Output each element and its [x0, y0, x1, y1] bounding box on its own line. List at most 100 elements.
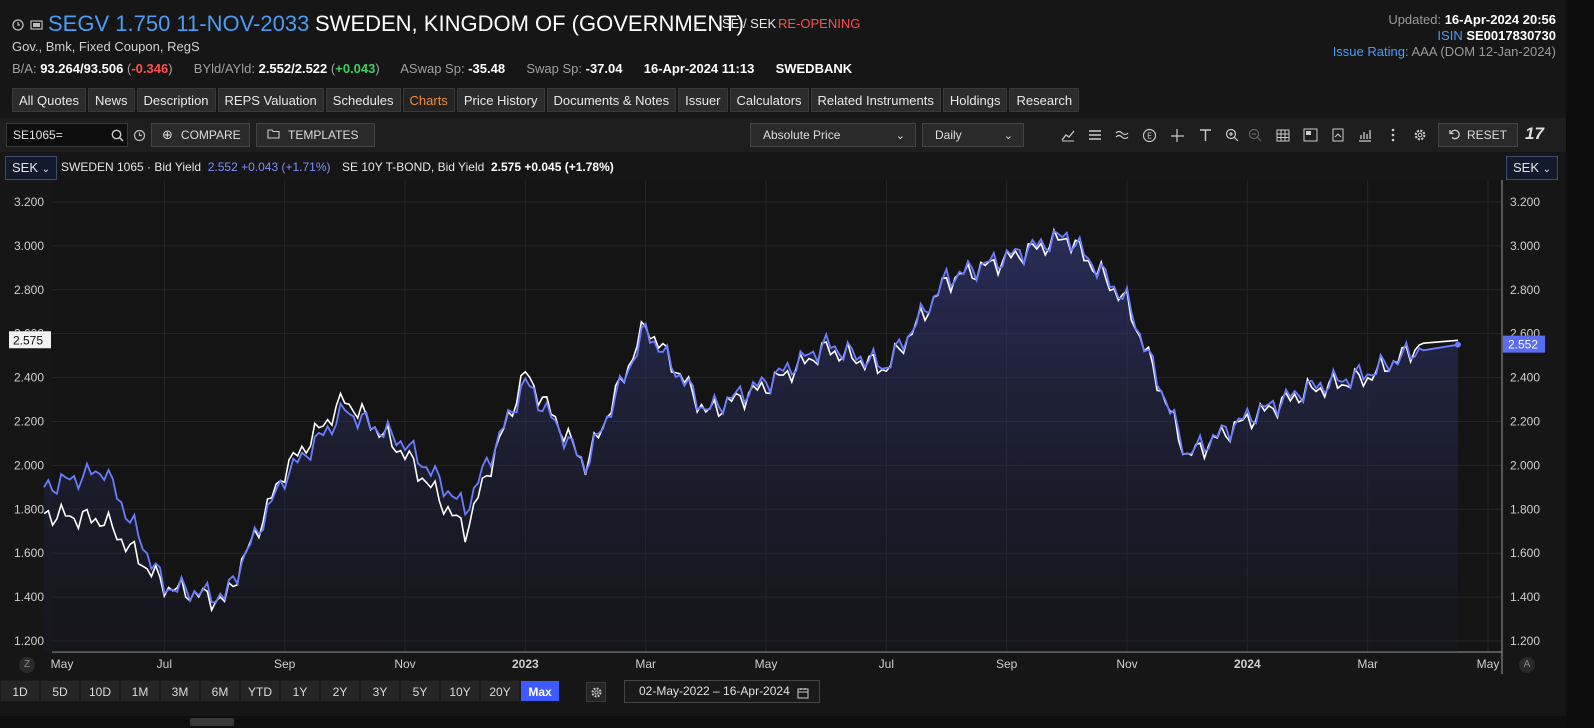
isin-label: ISIN	[1437, 28, 1463, 43]
legend-series-2[interactable]: SE 10Y T-BOND, Bid Yield 2.575 +0.045 (+…	[342, 160, 614, 174]
folder-icon	[267, 128, 280, 142]
svg-text:E: E	[1146, 131, 1151, 140]
legend-s2-change: +0.045 (+1.78%)	[524, 160, 614, 174]
tab-bar: All Quotes News Description REPS Valuation S…	[12, 88, 1080, 112]
range-6m[interactable]: 6M	[200, 680, 240, 702]
chart-type-icon[interactable]	[1059, 126, 1077, 144]
quote-source: SWEDBANK	[775, 61, 853, 76]
tab-calculators[interactable]: Calculators	[729, 88, 809, 112]
price-mode-select[interactable]: Absolute Price ⌄	[750, 123, 916, 147]
last-point-marker	[1454, 341, 1461, 348]
tab-documents-notes[interactable]: Documents & Notes	[546, 88, 677, 112]
events-icon[interactable]: E	[1140, 126, 1158, 144]
x-tick-label: Jul	[157, 657, 172, 671]
range-max[interactable]: Max	[520, 680, 560, 702]
scrollbar-thumb[interactable]	[190, 718, 234, 726]
x-tick-label: May	[51, 657, 74, 671]
range-1m[interactable]: 1M	[120, 680, 160, 702]
tab-price-history[interactable]: Price History	[456, 88, 545, 112]
tab-reps-valuation[interactable]: REPS Valuation	[217, 88, 324, 112]
legend-s1-change: +0.043 (+1.71%)	[241, 160, 331, 174]
ba-label: B/A:	[12, 61, 37, 76]
plus-circle-icon: ⊕	[162, 127, 173, 142]
waves-icon[interactable]	[1113, 126, 1131, 144]
crosshair-icon[interactable]	[1168, 126, 1186, 144]
range-2y[interactable]: 2Y	[320, 680, 360, 702]
range-settings-gear-icon[interactable]	[586, 682, 606, 702]
compare-button[interactable]: ⊕ COMPARE	[151, 123, 250, 147]
x-tick-label: Nov	[394, 657, 415, 671]
range-1d[interactable]: 1D	[0, 680, 40, 702]
more-options-icon[interactable]	[1384, 126, 1402, 144]
window-scrollbar-vertical[interactable]	[1566, 0, 1594, 728]
currency-right-select[interactable]: SEK ⌄	[1506, 156, 1559, 180]
updated-info: Updated: 16-Apr-2024 20:56	[1388, 12, 1556, 27]
y-tick-label-right: 1.200	[1510, 634, 1540, 648]
series-area-sweden-1065	[44, 231, 1458, 652]
tab-research[interactable]: Research	[1009, 88, 1080, 112]
tab-all-quotes[interactable]: All Quotes	[12, 88, 86, 112]
zoom-in-icon[interactable]	[1223, 126, 1241, 144]
legend-s1-value: 2.552	[207, 160, 238, 174]
x-tick-label: Nov	[1116, 657, 1137, 671]
window-scrollbar-horizontal[interactable]	[0, 716, 1566, 728]
tab-schedules[interactable]: Schedules	[325, 88, 401, 112]
tab-holdings[interactable]: Holdings	[942, 88, 1008, 112]
range-20y[interactable]: 20Y	[480, 680, 520, 702]
x-tick-label: May	[755, 657, 778, 671]
legend-s1-name: SWEDEN 1065 · Bid Yield	[61, 160, 202, 174]
export-data-icon[interactable]	[1356, 126, 1374, 144]
y-tick-label-left: 1.200	[14, 634, 44, 648]
range-1y[interactable]: 1Y	[280, 680, 320, 702]
tab-description[interactable]: Description	[136, 88, 216, 112]
layout-icon[interactable]	[1301, 126, 1319, 144]
gear-icon[interactable]	[1411, 126, 1429, 144]
y-tick-label-left: 2.400	[14, 371, 44, 385]
range-10y[interactable]: 10Y	[440, 680, 480, 702]
search-icon[interactable]	[109, 127, 125, 143]
range-10d[interactable]: 10D	[80, 680, 120, 702]
x-tick-label: May	[1477, 657, 1500, 671]
text-tool-icon[interactable]	[1196, 126, 1214, 144]
issuer-name[interactable]: SWEDEN, KINGDOM OF (GOVERNMENT)	[315, 11, 744, 36]
ric-input[interactable]: SE1065=	[6, 123, 128, 147]
currency-pair: SE / SEK	[722, 16, 777, 31]
currency-left-value: SEK	[12, 160, 39, 175]
currency-left-select[interactable]: SEK ⌄	[5, 156, 58, 180]
chevron-down-icon[interactable]: ⌄	[692, 21, 702, 33]
range-ytd[interactable]: YTD	[240, 680, 280, 702]
studies-icon[interactable]	[1086, 126, 1104, 144]
reset-button[interactable]: RESET	[1438, 123, 1518, 147]
series-line-sweden-1065	[43, 229, 1459, 604]
date-range-picker[interactable]: 02-May-2022 – 16-Apr-2024	[624, 680, 820, 703]
tab-issuer[interactable]: Issuer	[678, 88, 728, 112]
zoom-reset-button[interactable]: Z	[19, 657, 35, 673]
clock-icon[interactable]	[131, 127, 147, 143]
yield-chart[interactable]: 1.200 1.200 1.400 1.400 1.600 1.600 1.800 1.800…	[0, 180, 1566, 680]
status-badge: RE-OPENING	[778, 16, 861, 31]
tab-charts[interactable]: Charts	[402, 88, 455, 112]
zoom-out-icon[interactable]	[1246, 126, 1264, 144]
range-3m[interactable]: 3M	[160, 680, 200, 702]
templates-button[interactable]: TEMPLATES	[256, 123, 375, 147]
yield-change: +0.043	[335, 61, 376, 76]
updated-value: 16-Apr-2024 20:56	[1444, 12, 1556, 27]
price-mode-value: Absolute Price	[763, 128, 841, 142]
tab-news[interactable]: News	[87, 88, 135, 112]
range-5y[interactable]: 5Y	[400, 680, 440, 702]
ba-value: 93.264/93.506	[40, 61, 124, 76]
range-3y[interactable]: 3Y	[360, 680, 400, 702]
range-5d[interactable]: 5D	[40, 680, 80, 702]
left-value-tag: 2.575	[13, 333, 43, 347]
tab-related-instruments[interactable]: Related Instruments	[810, 88, 941, 112]
interval-select[interactable]: Daily ⌄	[922, 123, 1024, 147]
instrument-title[interactable]: SEGV 1.750 11-NOV-2033	[48, 11, 310, 36]
auto-scale-button[interactable]: A	[1519, 657, 1535, 673]
table-icon[interactable]	[1274, 126, 1292, 144]
header-icons[interactable]	[12, 18, 44, 32]
export-image-icon[interactable]	[1329, 126, 1347, 144]
legend-series-1[interactable]: SWEDEN 1065 · Bid Yield 2.552 +0.043 (+1…	[61, 160, 331, 174]
y-tick-label-right: 2.200	[1510, 414, 1540, 428]
y-tick-label-right: 1.400	[1510, 590, 1540, 604]
instrument-subtitle: Gov., Bmk, Fixed Coupon, RegS	[12, 39, 200, 54]
